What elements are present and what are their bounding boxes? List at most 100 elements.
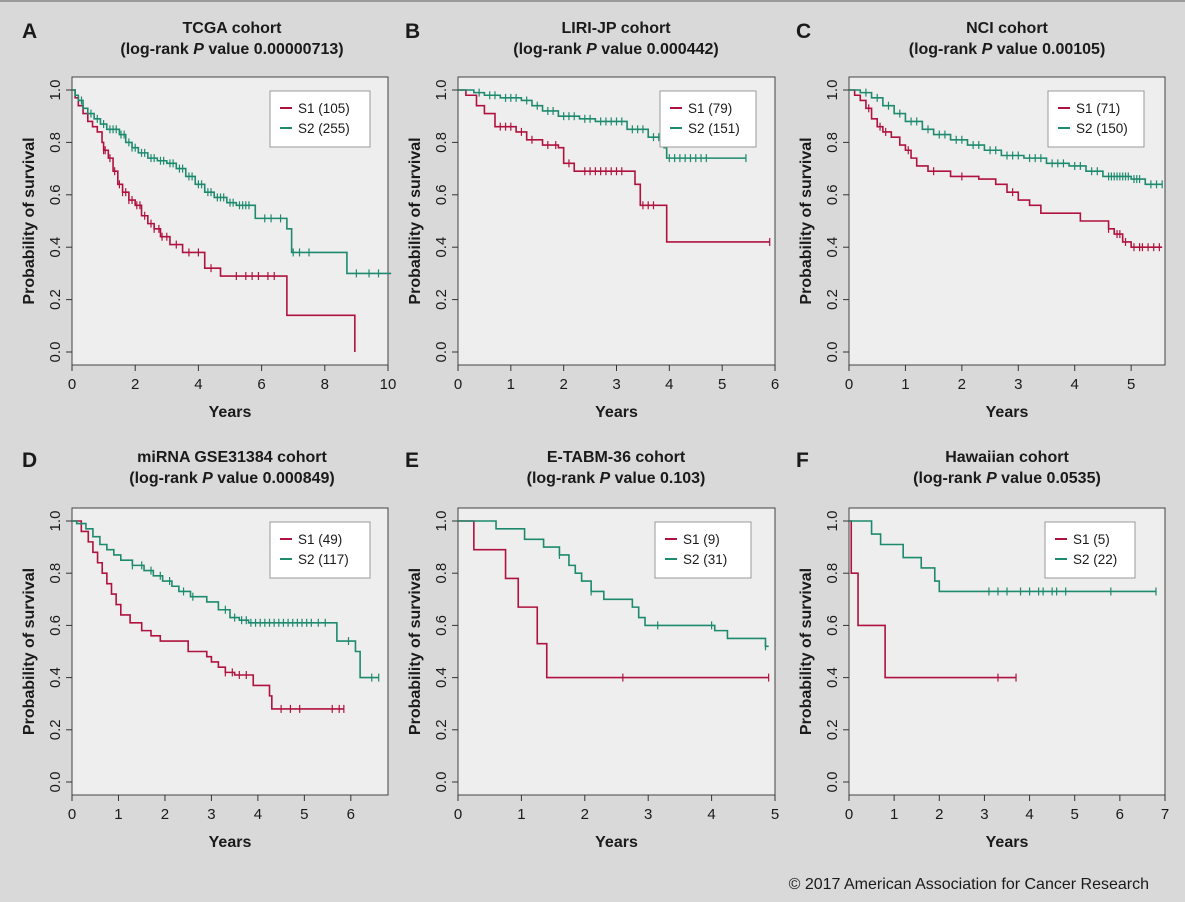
x-tick-label: 1 [517,806,525,823]
subtitle-p: P [986,470,997,487]
x-tick-label: 10 [380,376,397,393]
x-tick-label: 2 [161,806,169,823]
y-tick-label: 0.4 [47,667,64,688]
y-axis-label: Probability of survival [407,137,424,304]
y-tick-label: 0.0 [824,342,841,363]
subtitle-prefix: (log-rank [513,41,586,58]
panel-letter: C [796,20,811,43]
subtitle-suffix: value 0.00000713) [204,41,344,58]
legend: S1 (5) S2 (22) [1044,521,1136,579]
x-tick-label: 3 [644,806,652,823]
x-tick-label: 1 [890,806,898,823]
survival-curve [458,520,769,679]
subtitle-suffix: value 0.00105) [992,41,1105,58]
series-s2 [72,520,380,682]
chart-subtitle: (log-rank P value 0.00105) [909,41,1106,58]
x-axis-label: Years [209,404,252,421]
chart-title: TCGA cohort [183,20,283,37]
legend: S1 (71) S2 (150) [1047,90,1145,148]
x-tick-label: 2 [559,376,567,393]
legend-label: S1 (9) [683,532,720,547]
subtitle-prefix: (log-rank [913,470,986,487]
y-tick-label: 0.6 [824,615,841,636]
series-s1 [72,89,356,352]
x-tick-label: 1 [507,376,515,393]
y-tick-label: 0.8 [433,132,450,153]
y-tick-label: 0.8 [824,563,841,584]
y-axis-label: Probability of survival [798,137,815,304]
x-axis-label: Years [986,834,1029,851]
x-tick-label: 3 [207,806,215,823]
y-tick-label: 0.6 [47,615,64,636]
y-tick-label: 0.0 [433,342,450,363]
x-axis-label: Years [595,404,638,421]
y-tick-label: 1.0 [824,511,841,532]
legend-label: S2 (150) [1076,121,1128,136]
legend-box [269,521,371,579]
series-s1 [458,520,770,682]
legend-box [269,90,371,148]
y-tick-label: 0.6 [47,184,64,205]
x-tick-label: 0 [68,376,76,393]
y-tick-label: 0.4 [824,237,841,258]
y-tick-label: 0.4 [433,667,450,688]
y-tick-label: 0.2 [47,719,64,740]
y-tick-label: 0.8 [47,563,64,584]
x-tick-label: 7 [1161,806,1169,823]
panel-e: E E-TABM-36 cohort (log-rank P value 0.103… [405,449,779,851]
x-tick-label: 6 [347,806,355,823]
y-tick-label: 0.2 [824,719,841,740]
survival-curve [849,89,1163,248]
legend-label: S1 (105) [298,101,350,116]
series-s2 [458,520,769,651]
subtitle-p: P [982,41,993,58]
x-tick-label: 0 [845,806,853,823]
y-tick-label: 0.0 [47,772,64,793]
y-tick-label: 0.4 [47,237,64,258]
x-tick-label: 0 [454,806,462,823]
subtitle-p: P [600,470,611,487]
chart-subtitle: (log-rank P value 0.103) [527,470,706,487]
legend-box [1044,521,1136,579]
y-tick-label: 0.8 [824,132,841,153]
panel-letter: E [405,449,419,472]
x-axis-label: Years [986,404,1029,421]
legend-label: S1 (79) [688,101,732,116]
x-tick-label: 3 [980,806,988,823]
y-tick-label: 0.8 [433,563,450,584]
subtitle-prefix: (log-rank [129,470,202,487]
x-tick-label: 0 [845,376,853,393]
y-tick-label: 0.0 [433,772,450,793]
x-tick-label: 6 [257,376,265,393]
subtitle-suffix: value 0.0535) [997,470,1101,487]
y-tick-label: 0.0 [47,342,64,363]
legend-box [659,90,757,148]
x-tick-label: 4 [665,376,673,393]
survival-curve [458,89,770,243]
y-axis-label: Probability of survival [21,137,38,304]
survival-curve [72,520,379,679]
panel-letter: B [405,20,420,43]
survival-curve [72,520,344,710]
survival-curve [849,89,1163,186]
panel-a: A TCGA cohort (log-rank P value 0.00000713… [21,20,396,421]
x-tick-label: 4 [254,806,262,823]
x-tick-label: 8 [321,376,329,393]
y-axis-label: Probability of survival [407,568,424,735]
legend: S1 (105) S2 (255) [269,90,371,148]
x-tick-label: 5 [771,806,779,823]
y-tick-label: 1.0 [433,80,450,101]
y-tick-label: 0.2 [433,289,450,310]
x-tick-label: 2 [958,376,966,393]
chart-title: miRNA GSE31384 cohort [137,449,327,466]
y-tick-label: 1.0 [47,80,64,101]
y-tick-label: 0.2 [433,719,450,740]
x-axis-label: Years [595,834,638,851]
legend-label: S2 (151) [688,121,740,136]
panel-letter: D [22,449,37,472]
series-s2 [458,88,747,163]
subtitle-prefix: (log-rank [909,41,982,58]
series-s1 [72,520,345,713]
